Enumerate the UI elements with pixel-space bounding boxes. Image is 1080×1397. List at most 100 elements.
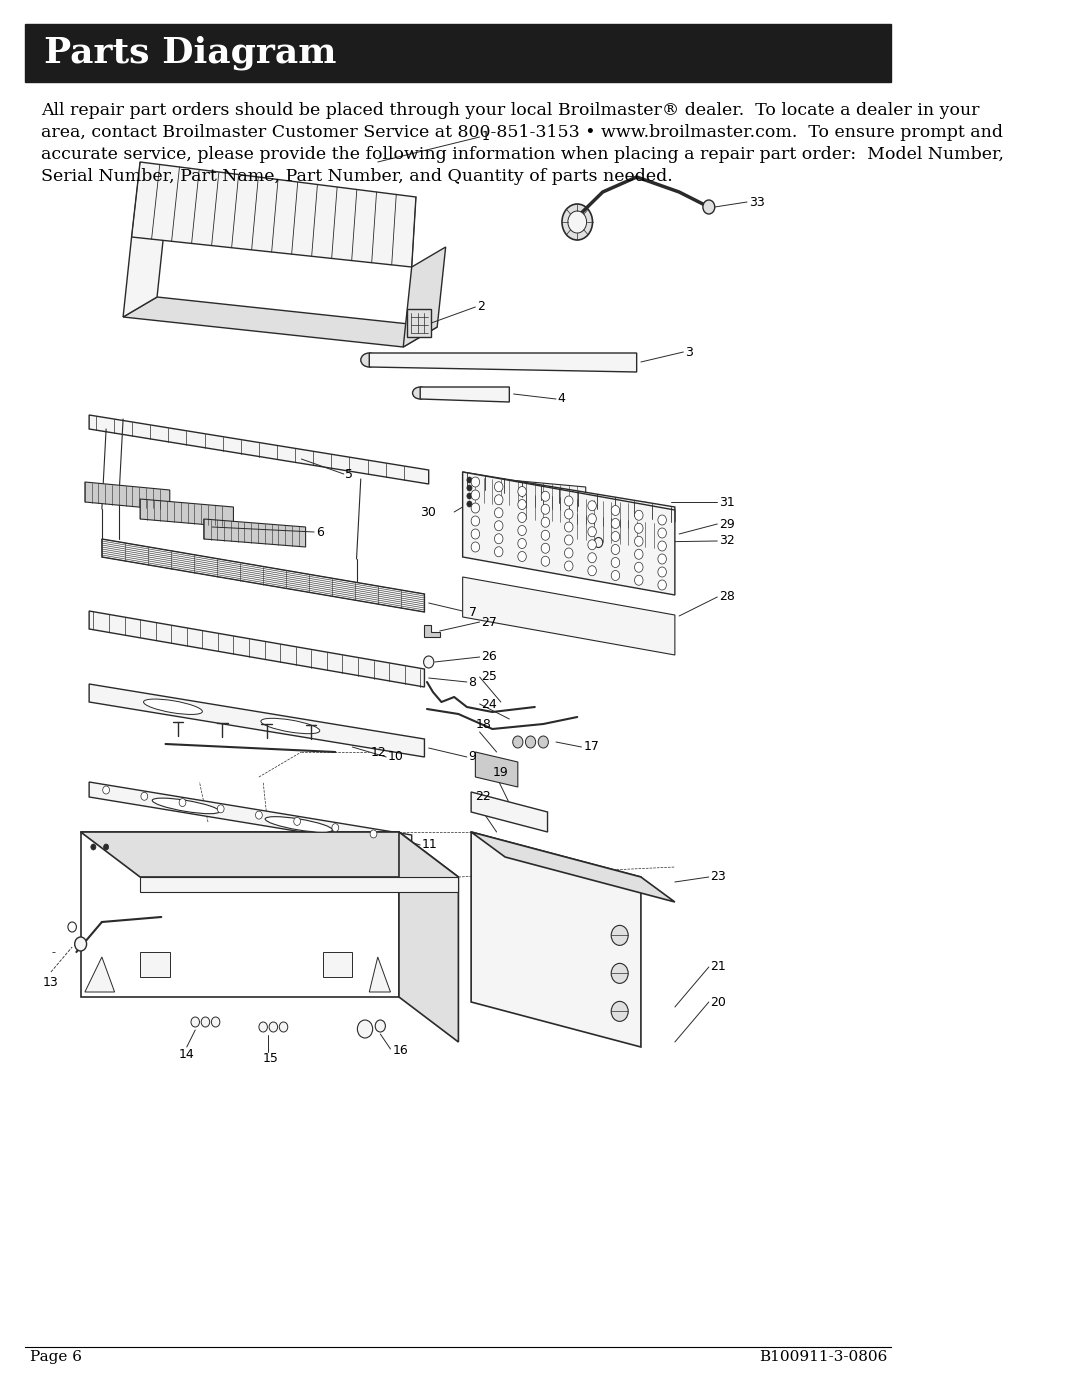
Circle shape <box>541 492 550 502</box>
Circle shape <box>611 531 620 542</box>
Circle shape <box>611 557 620 567</box>
Circle shape <box>562 204 593 240</box>
Text: 1: 1 <box>482 130 489 144</box>
Text: 8: 8 <box>469 676 476 689</box>
Circle shape <box>259 1023 268 1032</box>
Circle shape <box>635 562 643 573</box>
Text: Serial Number, Part Name, Part Number, and Quantity of parts needed.: Serial Number, Part Name, Part Number, a… <box>41 168 673 184</box>
Circle shape <box>541 556 550 566</box>
Circle shape <box>565 522 573 532</box>
Text: 28: 28 <box>719 591 734 604</box>
Circle shape <box>471 490 480 500</box>
Circle shape <box>541 543 550 553</box>
Circle shape <box>357 1020 373 1038</box>
Circle shape <box>375 1020 386 1032</box>
Circle shape <box>91 844 96 849</box>
Circle shape <box>294 817 300 826</box>
Circle shape <box>68 922 77 932</box>
Circle shape <box>538 736 549 747</box>
Text: 33: 33 <box>748 196 765 208</box>
Circle shape <box>201 1017 210 1027</box>
Polygon shape <box>123 217 165 317</box>
Circle shape <box>588 553 596 563</box>
Text: 29: 29 <box>719 517 734 531</box>
Circle shape <box>526 736 536 747</box>
Polygon shape <box>475 476 585 511</box>
Circle shape <box>179 799 186 806</box>
Polygon shape <box>90 685 424 757</box>
Ellipse shape <box>152 798 219 813</box>
Text: 31: 31 <box>719 496 734 509</box>
Circle shape <box>565 496 573 506</box>
Circle shape <box>269 1023 278 1032</box>
Polygon shape <box>399 833 458 1042</box>
Circle shape <box>565 548 573 557</box>
Circle shape <box>280 1023 287 1032</box>
Text: Page 6: Page 6 <box>30 1350 82 1363</box>
Circle shape <box>611 1002 629 1021</box>
Circle shape <box>517 525 526 535</box>
Ellipse shape <box>144 698 202 714</box>
Circle shape <box>541 504 550 514</box>
Circle shape <box>471 503 480 513</box>
Circle shape <box>467 502 472 507</box>
Circle shape <box>517 513 526 522</box>
Circle shape <box>635 536 643 546</box>
Circle shape <box>635 576 643 585</box>
Circle shape <box>588 527 596 536</box>
Polygon shape <box>526 495 637 529</box>
Text: 15: 15 <box>264 1052 279 1066</box>
Circle shape <box>658 541 666 550</box>
Polygon shape <box>424 624 440 637</box>
Circle shape <box>467 493 472 499</box>
Polygon shape <box>123 298 437 346</box>
Text: 3: 3 <box>685 345 693 359</box>
Bar <box>140 951 170 977</box>
Polygon shape <box>204 520 306 548</box>
Text: Parts Diagram: Parts Diagram <box>44 36 337 70</box>
Circle shape <box>517 538 526 549</box>
Circle shape <box>635 549 643 559</box>
Circle shape <box>611 570 620 581</box>
Circle shape <box>495 521 503 531</box>
Text: 2: 2 <box>477 300 485 313</box>
Text: 14: 14 <box>178 1048 194 1060</box>
Polygon shape <box>462 472 675 595</box>
Circle shape <box>611 925 629 946</box>
Circle shape <box>471 542 480 552</box>
Circle shape <box>212 1017 220 1027</box>
Bar <box>407 309 431 337</box>
Polygon shape <box>471 792 548 833</box>
Ellipse shape <box>266 817 333 833</box>
Circle shape <box>611 506 620 515</box>
Polygon shape <box>81 833 458 877</box>
Polygon shape <box>471 833 675 902</box>
Circle shape <box>565 509 573 520</box>
Circle shape <box>658 580 666 590</box>
Circle shape <box>140 792 148 800</box>
Circle shape <box>517 486 526 496</box>
Polygon shape <box>132 162 416 267</box>
Text: 22: 22 <box>475 791 491 803</box>
Circle shape <box>611 964 629 983</box>
Polygon shape <box>102 539 424 612</box>
Circle shape <box>513 736 523 747</box>
Text: area, contact Broilmaster Customer Service at 800-851-3153 • www.broilmaster.com: area, contact Broilmaster Customer Servi… <box>41 124 1002 141</box>
Circle shape <box>517 500 526 510</box>
Circle shape <box>471 529 480 539</box>
Text: accurate service, please provide the following information when placing a repair: accurate service, please provide the fol… <box>41 147 1003 163</box>
Text: B100911-3-0806: B100911-3-0806 <box>759 1350 887 1363</box>
Text: 6: 6 <box>315 525 324 538</box>
Polygon shape <box>577 514 662 549</box>
Circle shape <box>565 535 573 545</box>
Circle shape <box>495 482 503 492</box>
Circle shape <box>471 515 480 527</box>
Circle shape <box>588 566 596 576</box>
Circle shape <box>332 824 339 831</box>
Circle shape <box>467 476 472 483</box>
Text: 18: 18 <box>475 718 491 731</box>
Circle shape <box>103 787 109 793</box>
Polygon shape <box>140 499 233 527</box>
Text: 27: 27 <box>482 616 497 629</box>
Circle shape <box>658 567 666 577</box>
